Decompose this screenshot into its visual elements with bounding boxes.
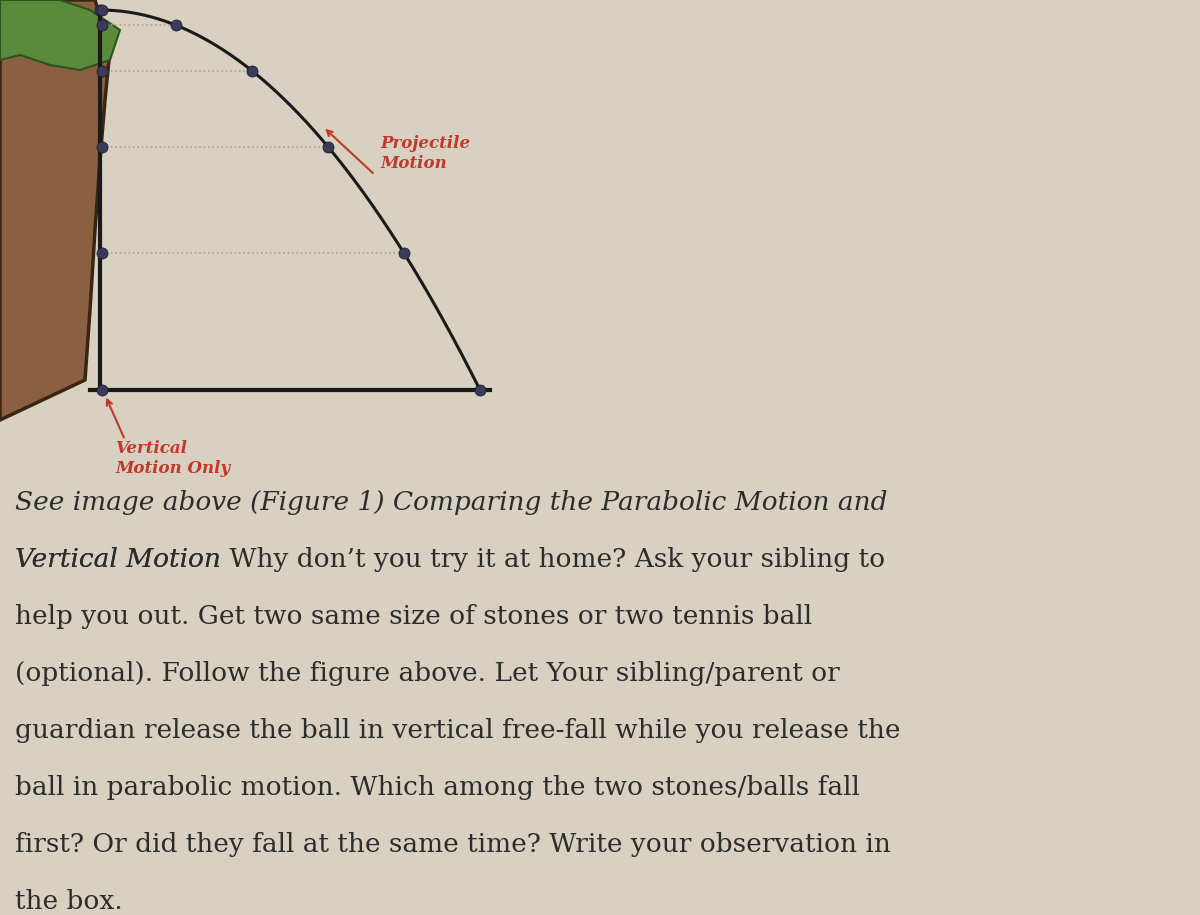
Text: Projectile
Motion: Projectile Motion: [380, 135, 470, 172]
Polygon shape: [0, 0, 120, 70]
Text: Vertical Motion: Vertical Motion: [14, 547, 221, 572]
Text: the box.: the box.: [14, 889, 122, 914]
Text: guardian release the ball in vertical free-fall while you release the: guardian release the ball in vertical fr…: [14, 718, 900, 743]
Text: Vertical Motion: Vertical Motion: [14, 547, 221, 572]
Text: help you out. Get two same size of stones or two tennis ball: help you out. Get two same size of stone…: [14, 604, 812, 629]
Text: ball in parabolic motion. Which among the two stones/balls fall: ball in parabolic motion. Which among th…: [14, 775, 860, 800]
Text: Vertical
Motion Only: Vertical Motion Only: [115, 440, 230, 477]
Text: first? Or did they fall at the same time? Write your observation in: first? Or did they fall at the same time…: [14, 832, 890, 857]
Text: (optional). Follow the figure above. Let Your sibling/parent or: (optional). Follow the figure above. Let…: [14, 661, 840, 686]
Text: See image above (Figure 1) Comparing the Parabolic Motion and: See image above (Figure 1) Comparing the…: [14, 490, 888, 515]
Text: Why don’t you try it at home? Ask your sibling to: Why don’t you try it at home? Ask your s…: [221, 547, 886, 572]
Polygon shape: [0, 0, 110, 420]
